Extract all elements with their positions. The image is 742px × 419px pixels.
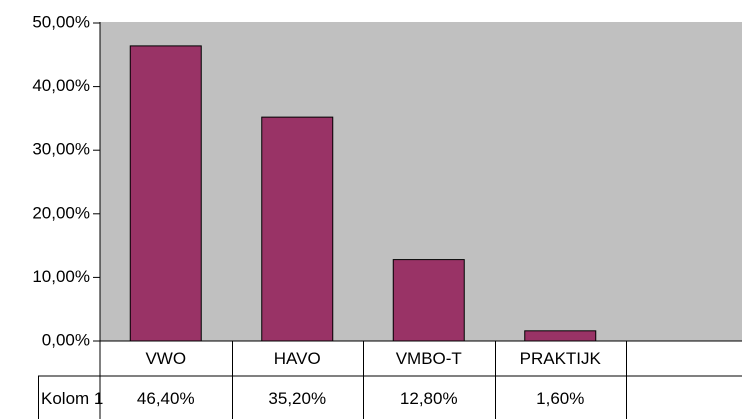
y-tick-label: 10,00% (32, 267, 90, 286)
bar (392, 259, 465, 342)
bar (129, 45, 202, 342)
y-tick-label: 20,00% (32, 203, 90, 222)
bar (261, 116, 334, 342)
x-tick-label: VWO (145, 349, 186, 368)
table-cell: 35,20% (268, 389, 326, 408)
x-tick-label: PRAKTIJK (520, 349, 602, 368)
table-cell: 46,40% (137, 389, 195, 408)
table-row-header: Kolom 1 (41, 389, 103, 408)
x-tick-label: HAVO (274, 349, 321, 368)
y-tick-label: 40,00% (32, 76, 90, 95)
y-tick-label: 50,00% (32, 12, 90, 31)
y-tick-label: 0,00% (42, 330, 90, 349)
y-tick-label: 30,00% (32, 140, 90, 159)
x-tick-label: VMBO-T (396, 349, 462, 368)
bar (524, 330, 597, 342)
table-cell: 12,80% (400, 389, 458, 408)
table-cell: 1,60% (536, 389, 584, 408)
